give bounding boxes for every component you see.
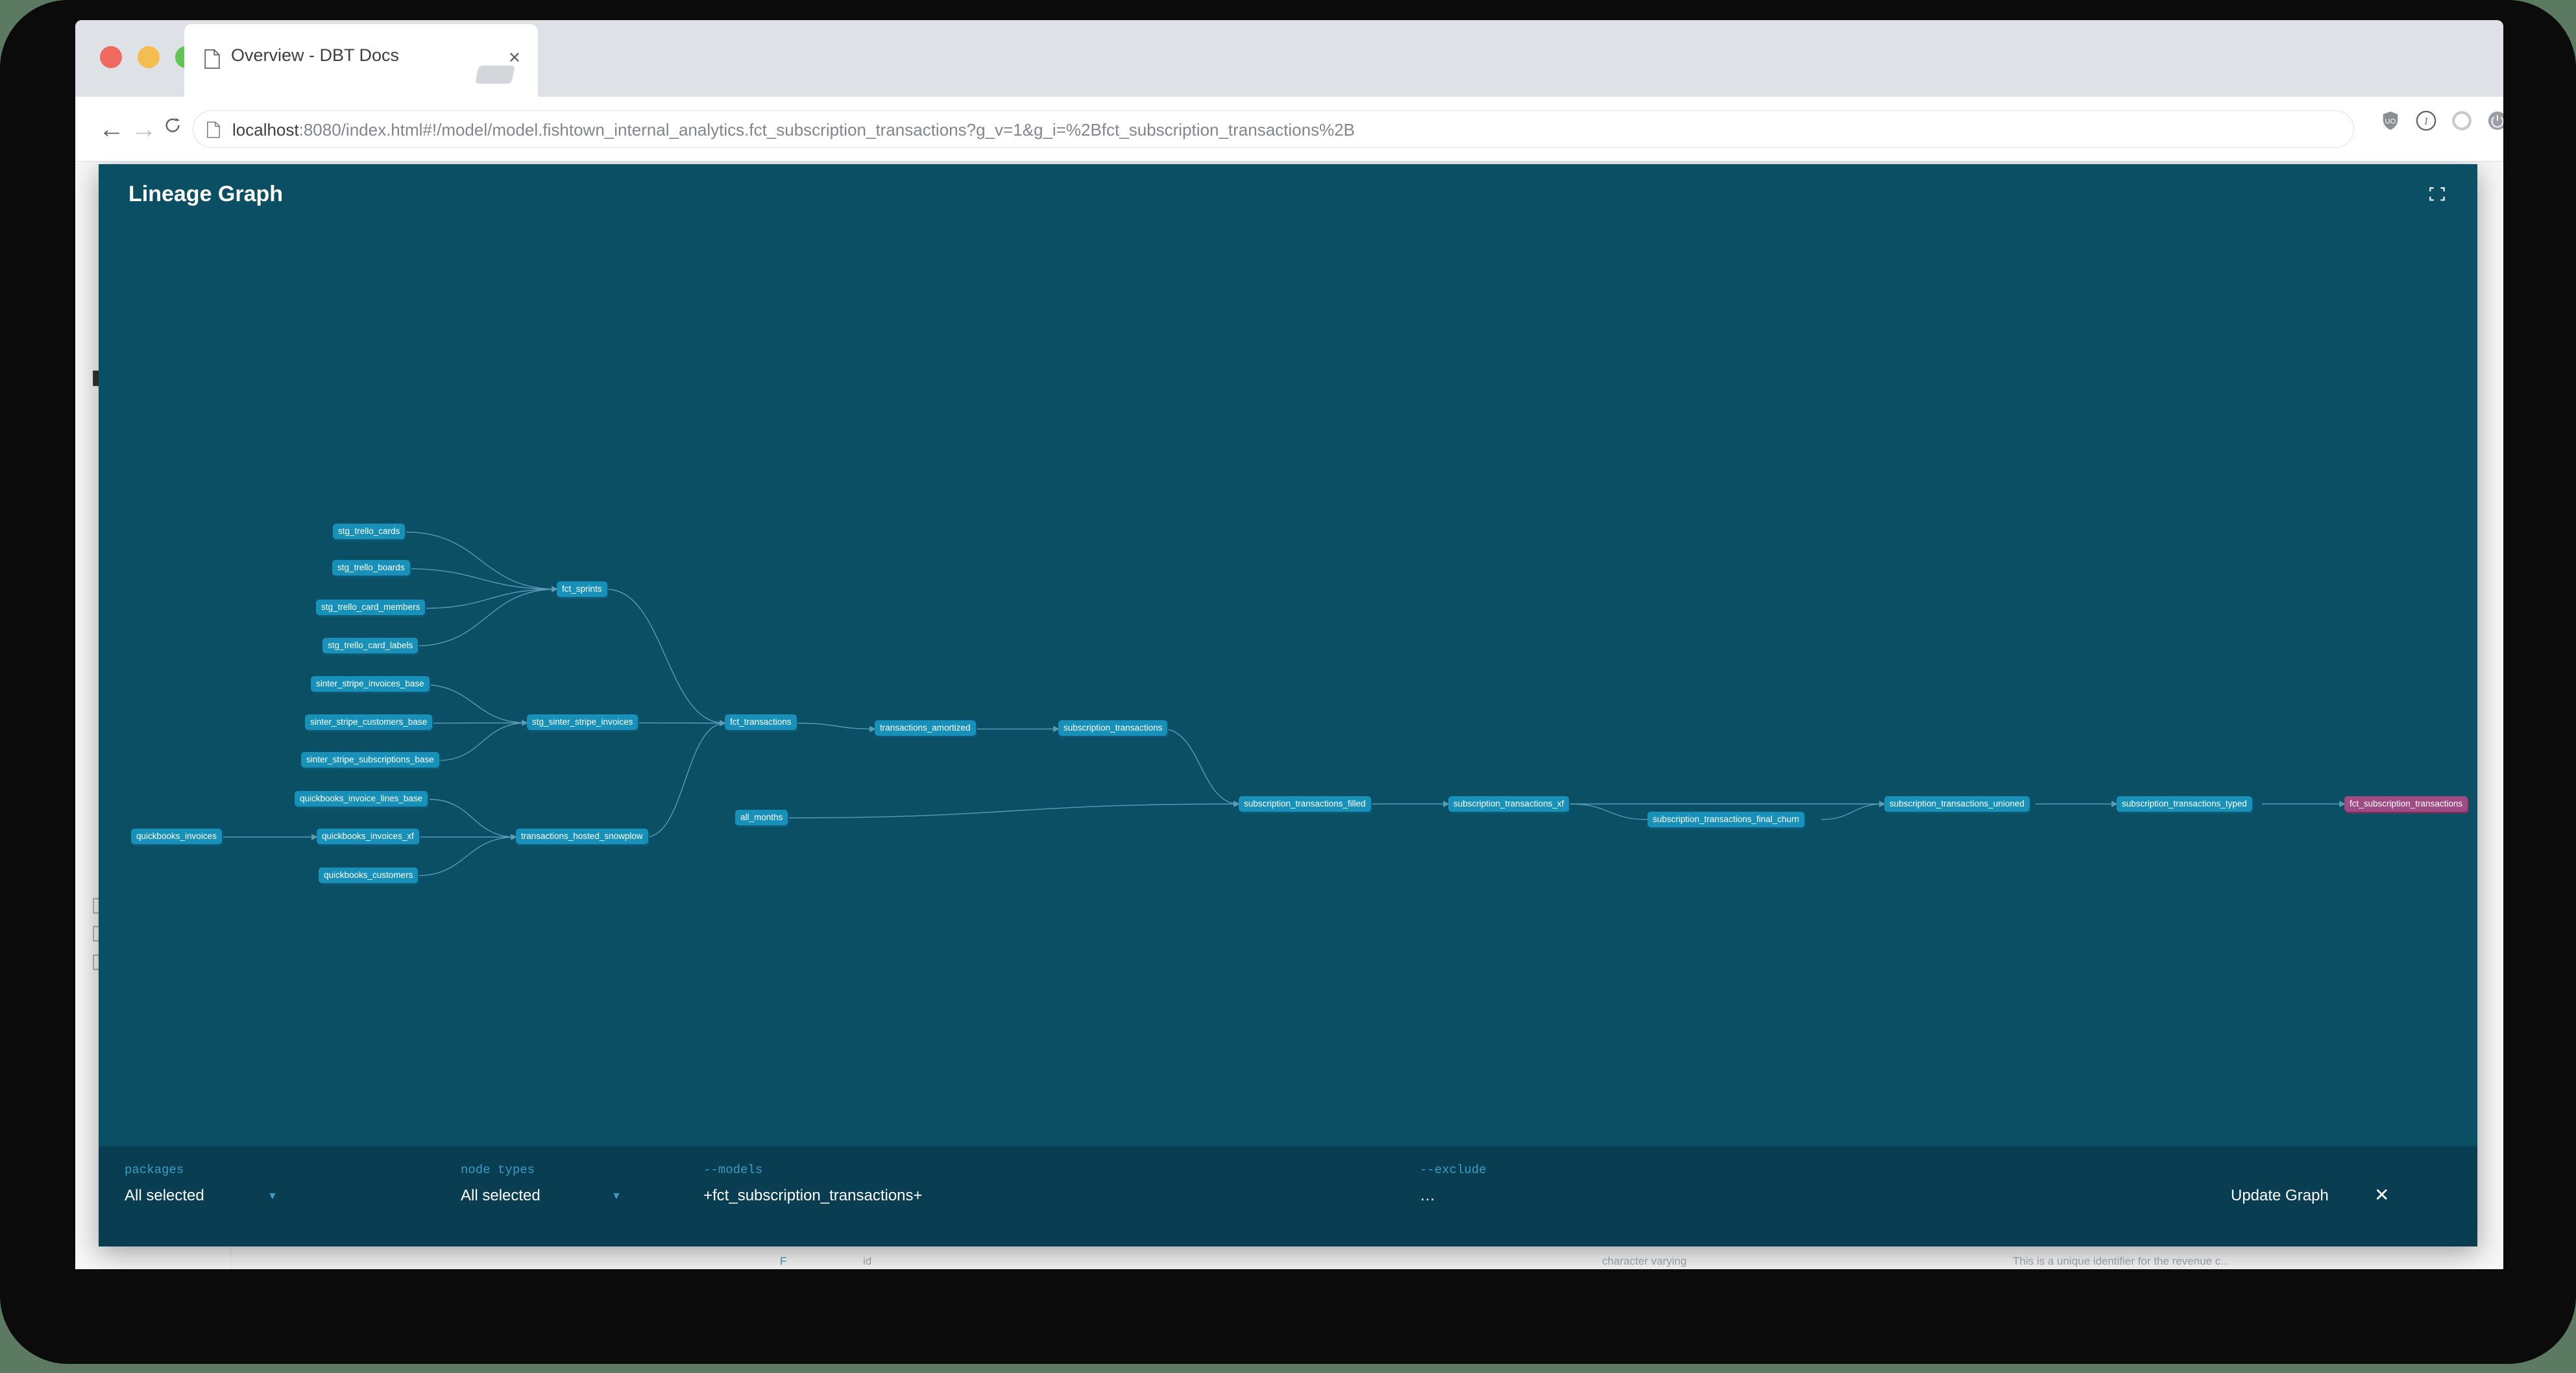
svg-text:1: 1 <box>2424 116 2429 127</box>
svg-text:UO: UO <box>2385 117 2396 125</box>
